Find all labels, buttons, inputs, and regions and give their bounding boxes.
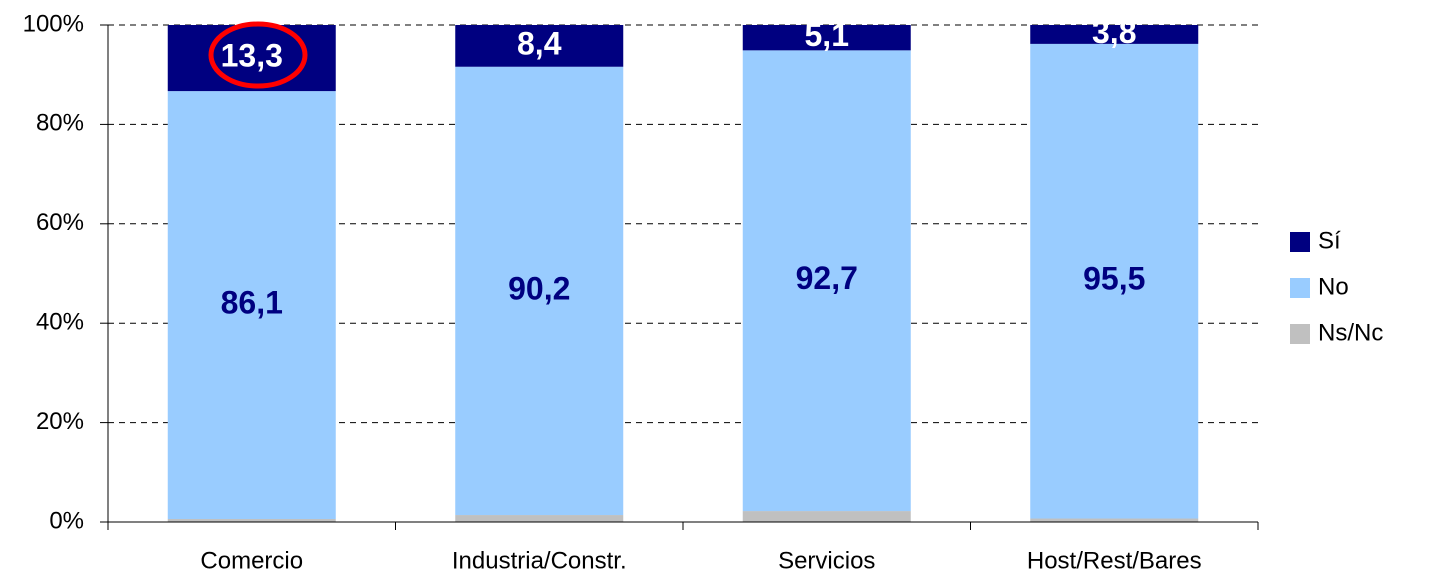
bar-segment [167,25,336,92]
x-tick-label: Comercio [200,547,303,574]
data-label: 92,7 [796,260,858,296]
legend-swatch [1290,278,1310,298]
bar-segment [1030,43,1199,519]
highlight-circle [208,21,308,89]
data-label: 3,8 [1092,14,1136,50]
bar-segment [742,50,911,512]
y-tick-label: 80% [36,110,84,137]
legend-label: Ns/Nc [1318,319,1383,346]
data-label: 90,2 [508,270,570,306]
y-tick-label: 20% [36,408,84,435]
y-tick-label: 60% [36,209,84,236]
y-tick-label: 100% [23,10,84,37]
legend-label: No [1318,273,1349,300]
legend-label: Sí [1318,227,1341,254]
data-label: 5,1 [805,17,849,53]
bar-segment [742,511,911,522]
legend-swatch [1290,232,1310,252]
data-label: 95,5 [1083,261,1145,297]
bar-segment [455,66,624,516]
data-label: 8,4 [517,25,562,61]
x-tick-label: Host/Rest/Bares [1027,547,1202,574]
bar-segment [455,515,624,522]
x-tick-label: Servicios [778,547,875,574]
y-tick-label: 0% [49,507,84,534]
bar-segment [742,25,911,51]
data-label: 13,3 [221,38,283,74]
y-tick-label: 40% [36,309,84,336]
bar-segment [1030,25,1199,44]
bar-segment [455,25,624,67]
bar-segment [1030,518,1199,522]
data-label: 86,1 [221,285,283,321]
x-tick-label: Industria/Constr. [452,547,627,574]
legend-swatch [1290,324,1310,344]
bar-segment [167,519,336,522]
bar-segment [167,91,336,520]
